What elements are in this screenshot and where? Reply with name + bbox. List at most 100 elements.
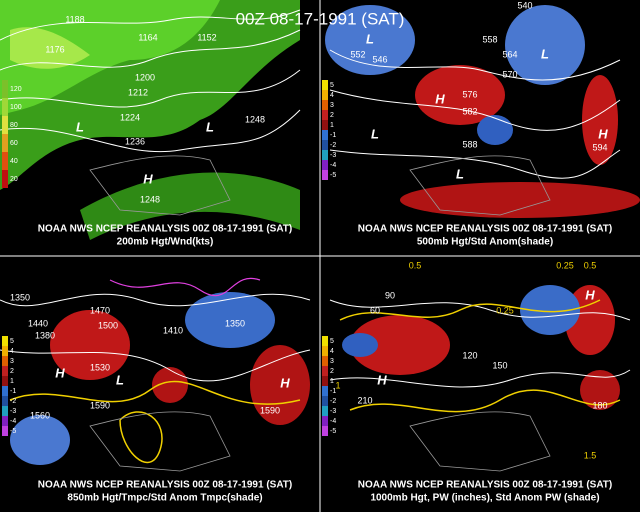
panel-source: NOAA NWS NCEP REANALYSIS 00Z 08-17-1991 … — [38, 224, 293, 235]
pressure-center: H — [598, 126, 608, 141]
colorbar-label: 4 — [10, 348, 14, 355]
pressure-center: L — [456, 166, 464, 181]
colorbar-label: 5 — [330, 338, 334, 345]
panel-source: NOAA NWS NCEP REANALYSIS 00Z 08-17-1991 … — [358, 480, 613, 491]
colorbar-swatch — [2, 416, 8, 426]
colorbar-swatch — [2, 346, 8, 356]
pressure-center: L — [371, 126, 379, 141]
contour-label: 1176 — [45, 44, 64, 54]
colorbar-swatch — [322, 336, 328, 346]
colorbar-label: -4 — [330, 418, 336, 425]
colorbar-swatch — [322, 80, 328, 90]
pressure-center: H — [435, 91, 445, 106]
colorbar-swatch — [2, 116, 8, 134]
colorbar-swatch — [2, 406, 8, 416]
contour-label: 0.25 — [556, 260, 574, 270]
colorbar-swatch — [2, 170, 8, 188]
pressure-center: L — [541, 46, 549, 61]
colorbar-swatch — [2, 134, 8, 152]
contour-label: 1164 — [138, 32, 157, 42]
pressure-center: L — [76, 119, 84, 134]
contour-label: 1188 — [65, 14, 84, 24]
panel-caption: 850mb Hgt/Tmpc/Std Anom Tmpc(shade) — [67, 493, 262, 504]
contour-label: 540 — [517, 0, 532, 10]
panel-source: NOAA NWS NCEP REANALYSIS 00Z 08-17-1991 … — [358, 224, 613, 235]
colorbar-swatch — [322, 90, 328, 100]
colorbar-label: 2 — [10, 368, 14, 375]
contour-label: 582 — [462, 106, 477, 116]
colorbar-swatch — [2, 98, 8, 116]
contour-label: 0.5 — [584, 260, 597, 270]
colorbar-swatch — [2, 396, 8, 406]
colorbar-label: -2 — [330, 142, 336, 149]
contour-label: 1248 — [140, 194, 160, 204]
colorbar-swatch — [2, 356, 8, 366]
contour-label: 0.5 — [409, 260, 422, 270]
colorbar-swatch — [322, 120, 328, 130]
contour-label: 558 — [482, 34, 497, 44]
colorbar-swatch — [322, 406, 328, 416]
colorbar-swatch — [322, 170, 328, 180]
colorbar-swatch — [322, 376, 328, 386]
colorbar-swatch — [2, 80, 8, 98]
colorbar-label: 60 — [10, 140, 18, 147]
contour-label: 1530 — [90, 362, 110, 372]
contour-label: 1248 — [245, 114, 265, 124]
colorbar-swatch — [322, 416, 328, 426]
colorbar-swatch — [2, 336, 8, 346]
contour-label: 150 — [492, 360, 507, 370]
colorbar-swatch — [322, 110, 328, 120]
contour-label: 1380 — [35, 330, 55, 340]
colorbar-label: -1 — [10, 388, 16, 395]
colorbar-label: -4 — [330, 162, 336, 169]
colorbar-swatch — [2, 376, 8, 386]
colorbar-label: 40 — [10, 158, 18, 165]
contour-label: 570 — [502, 69, 517, 79]
colorbar-swatch — [2, 386, 8, 396]
contour-label: 1410 — [163, 325, 183, 335]
colorbar-label: -3 — [10, 408, 16, 415]
colorbar-swatch — [322, 150, 328, 160]
contour-label: 1212 — [128, 87, 148, 97]
pressure-center: H — [377, 372, 387, 387]
colorbar-label: 1 — [10, 378, 14, 385]
colorbar-label: -1 — [330, 132, 336, 139]
contour-label: 1590 — [90, 400, 110, 410]
colorbar-swatch — [322, 346, 328, 356]
contour-label: 1200 — [135, 72, 155, 82]
colorbar-label: -3 — [330, 152, 336, 159]
panel-1-shading — [0, 0, 300, 240]
colorbar-label: -2 — [330, 398, 336, 405]
colorbar-swatch — [322, 160, 328, 170]
colorbar-label: 5 — [330, 82, 334, 89]
colorbar-label: -5 — [330, 428, 336, 435]
colorbar-label: 1 — [330, 378, 334, 385]
colorbar-label: -3 — [330, 408, 336, 415]
colorbar-swatch — [322, 426, 328, 436]
contour-label: 1236 — [125, 136, 145, 146]
colorbar-swatch — [322, 140, 328, 150]
contour-label: 552 — [350, 49, 365, 59]
panel-4-shading — [342, 285, 620, 410]
colorbar-swatch — [2, 366, 8, 376]
colorbar-swatch — [322, 100, 328, 110]
contour-label: 0.25 — [496, 305, 514, 315]
colorbar-swatch — [322, 356, 328, 366]
pressure-center: H — [55, 365, 65, 380]
contour-label: 90 — [385, 290, 395, 300]
colorbar-label: 3 — [330, 102, 334, 109]
colorbar-label: -4 — [10, 418, 16, 425]
pressure-center: H — [585, 287, 595, 302]
colorbar-label: 20 — [10, 176, 18, 183]
pressure-center: H — [143, 171, 153, 186]
panel-caption: 500mb Hgt/Std Anom(shade) — [417, 237, 553, 248]
pressure-center: L — [116, 372, 124, 387]
colorbar-label: 2 — [330, 368, 334, 375]
contour-label: 60 — [370, 305, 380, 315]
contours — [0, 9, 631, 472]
contour-label: 1470 — [90, 305, 110, 315]
contour-label: 546 — [372, 54, 387, 64]
contour-label: 1500 — [98, 320, 118, 330]
contour-label: 210 — [357, 395, 372, 405]
